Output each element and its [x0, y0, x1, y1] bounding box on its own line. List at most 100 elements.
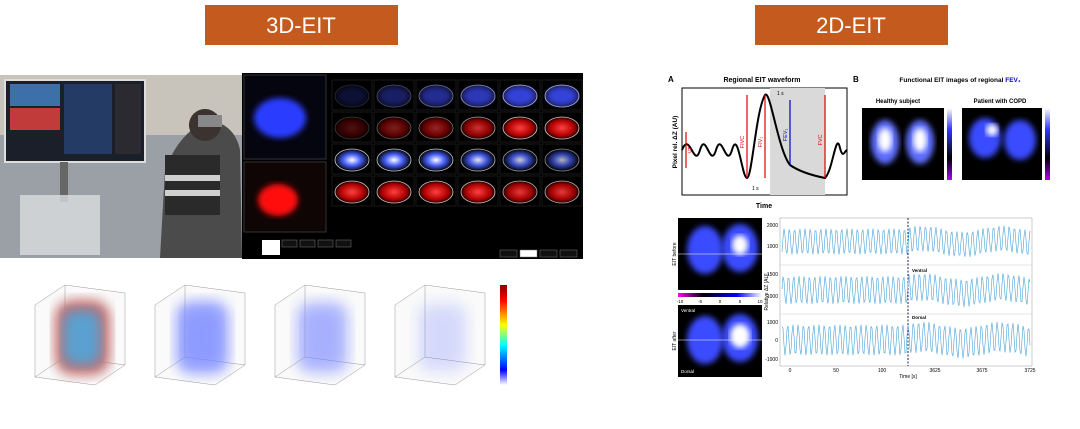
- thumb: [376, 116, 412, 140]
- tick-label: 1500: [767, 272, 778, 278]
- volume: [183, 310, 221, 365]
- colorbar: [678, 293, 762, 297]
- eit-image: [678, 305, 762, 377]
- button: [499, 249, 518, 258]
- tick-label: 0: [789, 368, 792, 374]
- shaded-region: [770, 88, 825, 195]
- eit-image: [862, 108, 952, 180]
- trace: [781, 321, 1031, 359]
- banner-title: 3D-EIT: [266, 13, 336, 38]
- tick-label: 0: [719, 299, 722, 304]
- image-title: Healthy subject: [876, 99, 920, 105]
- thumb: [418, 148, 454, 172]
- trace-label: Dorsal: [912, 315, 926, 320]
- label: VT: [688, 147, 694, 153]
- axis-label: Time [s]: [899, 374, 917, 380]
- thumb: [418, 116, 454, 140]
- thumb: [502, 116, 538, 140]
- colorbar: [500, 285, 507, 385]
- image-title: Patient with COPD: [974, 99, 1027, 105]
- thumb-fill: [379, 87, 409, 105]
- tick-label: 50: [833, 368, 839, 374]
- volume: [423, 310, 461, 365]
- tick-label: -1000: [765, 357, 778, 363]
- label: FIV₁: [758, 137, 764, 148]
- thumb-fill: [421, 87, 451, 105]
- label: 1 s: [752, 186, 759, 192]
- volume: [303, 310, 341, 365]
- button: [539, 249, 558, 258]
- label: FVC: [818, 134, 824, 145]
- volume: [63, 310, 101, 365]
- tick-label: 2000: [767, 223, 778, 229]
- panel-letter: B: [853, 75, 859, 84]
- button: [281, 239, 298, 248]
- tick-label: 3625: [929, 368, 940, 374]
- thumb: [502, 148, 538, 172]
- thumb-fill: [547, 87, 577, 105]
- orientation: Ventral: [681, 308, 695, 313]
- title-text: Functional EIT images of regional: [899, 77, 1003, 84]
- thumb: [460, 148, 496, 172]
- orientation: Dorsal: [681, 369, 694, 374]
- arrows: [685, 95, 826, 178]
- tick-label: 5: [739, 299, 742, 304]
- tick-label: 100: [878, 368, 887, 374]
- axis-label: Relative ΔZ [AU]: [764, 273, 770, 311]
- plot-frame: [681, 87, 848, 196]
- axis-label: Pixel rel. ΔZ (AU): [672, 116, 679, 169]
- thumb: [334, 116, 370, 140]
- tick-label: 3675: [976, 368, 987, 374]
- panel-title: Regional EIT waveform: [723, 77, 800, 84]
- waveform: [681, 93, 848, 180]
- 3d-volume-plots: [34, 284, 486, 386]
- button: [299, 239, 316, 248]
- banner: [205, 5, 398, 45]
- thumb: [418, 180, 454, 204]
- thumb: [544, 116, 580, 140]
- tick-label: 1000: [767, 320, 778, 326]
- trace-label: Ventral: [912, 268, 927, 273]
- axis-label: Time: [756, 203, 772, 210]
- tick-label: 0: [775, 338, 778, 344]
- tick-label: 3725: [1024, 368, 1035, 374]
- button: [559, 249, 578, 258]
- panel-letter: A: [668, 75, 674, 84]
- tick-label: -10: [677, 299, 684, 304]
- eit-image: [678, 218, 762, 290]
- label: FIVC: [740, 136, 746, 149]
- traces: [781, 225, 1031, 359]
- trace: [781, 225, 1031, 257]
- thumb-fill: [337, 87, 367, 105]
- thumb: [544, 180, 580, 204]
- thumb: [334, 180, 370, 204]
- image-label: EIT before: [672, 242, 678, 265]
- x-ticks: 0 50 100 3625 3675 3725: [789, 368, 1036, 374]
- tick-label: 1000: [767, 294, 778, 300]
- eit-image: [962, 108, 1050, 180]
- thumb: [460, 180, 496, 204]
- thumb: [502, 180, 538, 204]
- trace: [781, 273, 1031, 307]
- button: [335, 239, 352, 248]
- y-ticks: 2000 1000 1500 1000 1000 0 -1000: [765, 223, 778, 363]
- thumb: [376, 148, 412, 172]
- label: 1 s: [777, 91, 784, 97]
- banner-title: 2D-EIT: [816, 13, 886, 38]
- image-label: EIT after: [672, 331, 678, 350]
- thumb-fill: [463, 87, 493, 105]
- photo: [0, 75, 242, 258]
- title-em: FEV₁: [1005, 77, 1021, 84]
- panel-title: Functional EIT images of regional FEV₁: [899, 77, 1020, 84]
- label: FEV₁: [783, 129, 789, 142]
- button: [317, 239, 334, 248]
- tick-label: -5: [698, 299, 702, 304]
- colorbar-ticks: -10 -5 0 5 10: [677, 299, 763, 304]
- thumb: [544, 148, 580, 172]
- thumb: [460, 116, 496, 140]
- software-screenshot: [242, 73, 583, 259]
- thumb: [376, 180, 412, 204]
- button: [519, 249, 538, 258]
- thumb: [334, 148, 370, 172]
